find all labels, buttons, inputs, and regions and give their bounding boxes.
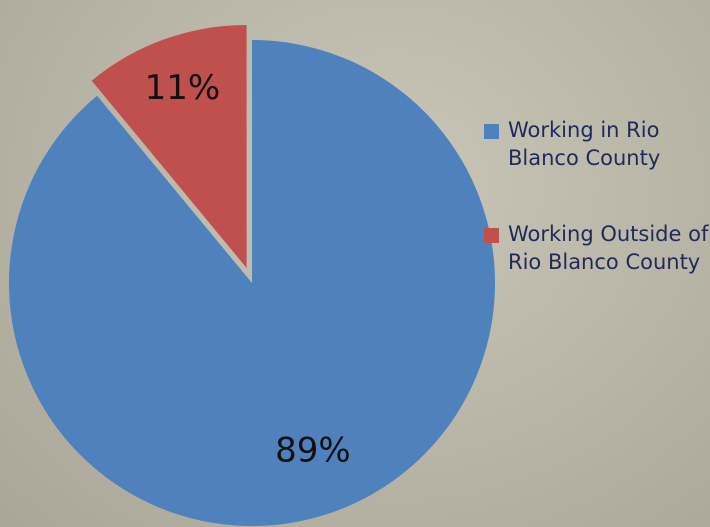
pie-slice-1: [91, 24, 247, 268]
legend-swatch-working-outside: [484, 228, 499, 243]
pie-data-label-0: 89%: [275, 431, 351, 471]
legend: Working in Rio Blanco County Working Out…: [484, 116, 710, 276]
pie-data-label-1: 11%: [145, 68, 221, 108]
legend-label-working-in: Working in Rio Blanco County: [508, 118, 661, 170]
legend-label-working-outside: Working Outside of Rio Blanco County: [508, 222, 709, 274]
legend-swatch-working-in: [484, 124, 499, 139]
pie-slice-0: [8, 40, 496, 527]
legend-item-working-in: Working in Rio Blanco County: [484, 116, 710, 172]
legend-item-working-outside: Working Outside of Rio Blanco County: [484, 220, 710, 276]
